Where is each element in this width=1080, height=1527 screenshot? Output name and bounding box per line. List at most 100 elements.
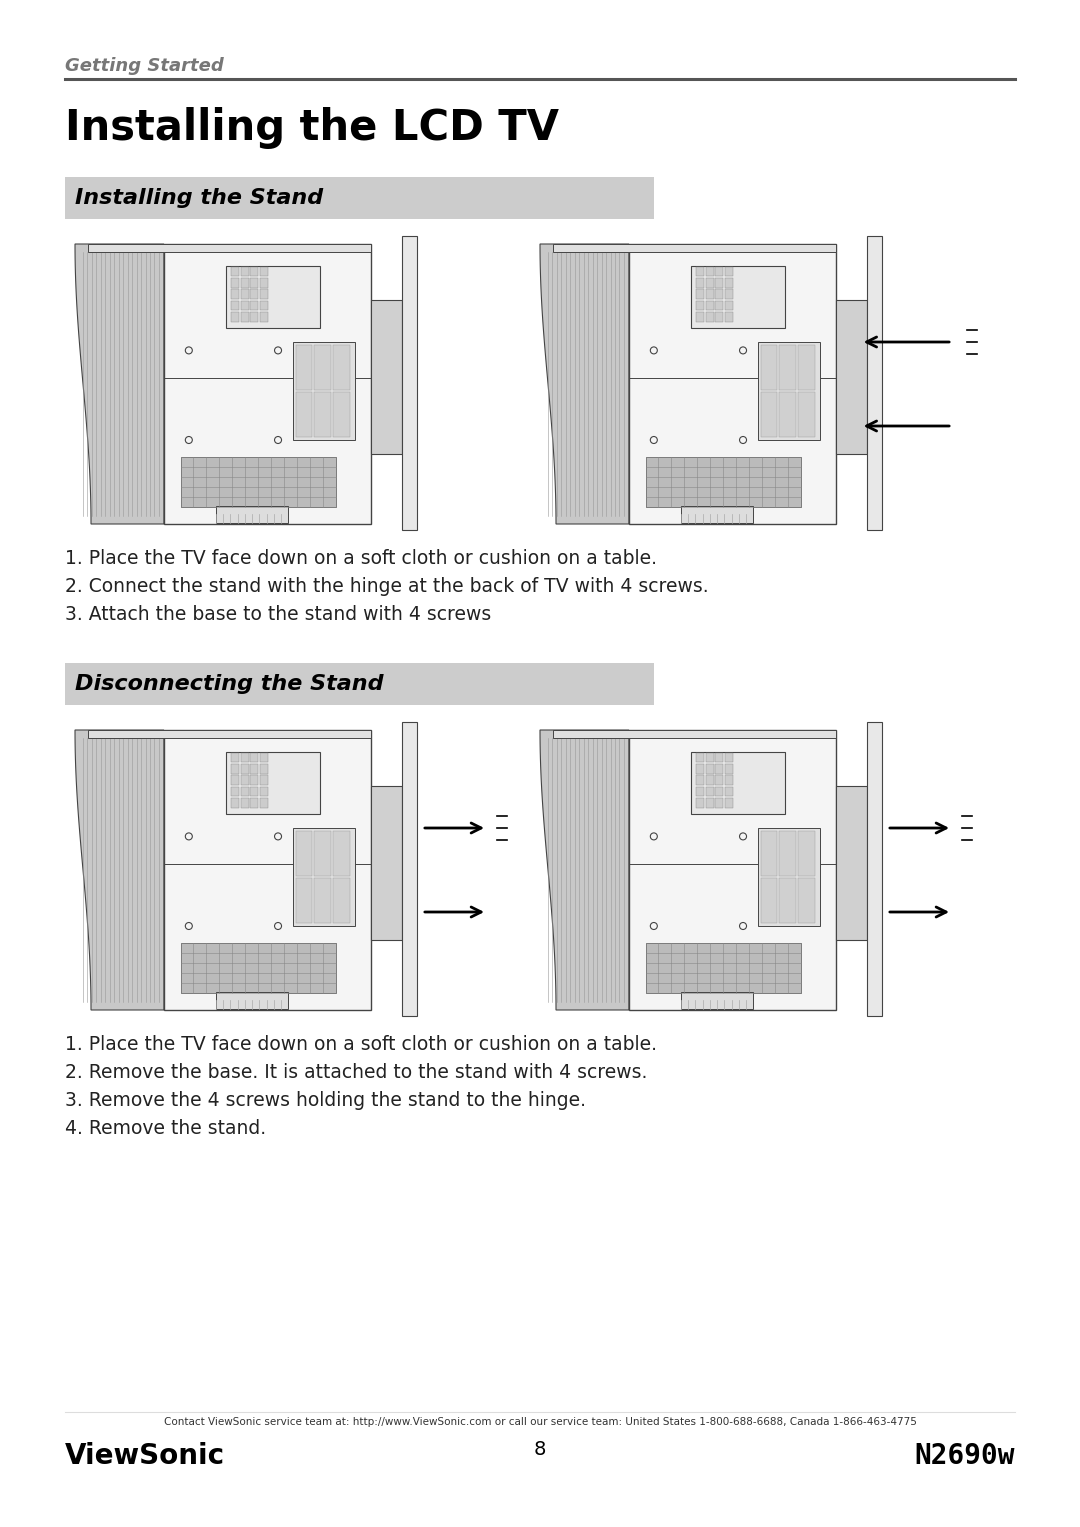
Bar bbox=[226, 753, 320, 814]
Bar bbox=[646, 457, 801, 507]
Bar bbox=[231, 786, 239, 797]
Bar bbox=[260, 312, 268, 322]
Text: Disconnecting the Stand: Disconnecting the Stand bbox=[75, 673, 383, 693]
Bar bbox=[251, 753, 258, 762]
Bar bbox=[553, 244, 836, 252]
Bar bbox=[757, 342, 820, 440]
Bar bbox=[705, 764, 714, 774]
Bar bbox=[691, 753, 784, 814]
Bar bbox=[333, 878, 350, 922]
Bar bbox=[296, 831, 312, 876]
Bar bbox=[715, 799, 724, 808]
Bar bbox=[164, 730, 372, 1009]
Bar bbox=[725, 776, 733, 785]
Bar bbox=[251, 289, 258, 299]
Bar bbox=[65, 177, 654, 218]
Bar bbox=[296, 345, 312, 389]
Bar bbox=[333, 392, 350, 437]
Text: Installing the LCD TV: Installing the LCD TV bbox=[65, 107, 559, 150]
Bar bbox=[164, 244, 372, 524]
Bar bbox=[314, 392, 332, 437]
Bar bbox=[180, 942, 336, 993]
Bar bbox=[226, 266, 320, 328]
Bar bbox=[705, 799, 714, 808]
Bar bbox=[705, 278, 714, 287]
Bar bbox=[260, 267, 268, 276]
Bar bbox=[867, 235, 882, 530]
Polygon shape bbox=[540, 244, 629, 524]
Bar bbox=[696, 312, 704, 322]
Bar bbox=[696, 799, 704, 808]
Bar bbox=[705, 776, 714, 785]
Bar bbox=[798, 392, 814, 437]
Bar bbox=[696, 786, 704, 797]
Bar bbox=[231, 289, 239, 299]
Bar bbox=[715, 267, 724, 276]
Bar bbox=[372, 299, 402, 454]
Text: 2. Remove the base. It is attached to the stand with 4 screws.: 2. Remove the base. It is attached to th… bbox=[65, 1063, 647, 1083]
Bar bbox=[260, 776, 268, 785]
Bar bbox=[725, 786, 733, 797]
Bar bbox=[314, 345, 332, 389]
Bar bbox=[314, 831, 332, 876]
Bar bbox=[798, 345, 814, 389]
Bar bbox=[260, 301, 268, 310]
Bar bbox=[251, 786, 258, 797]
Bar bbox=[798, 878, 814, 922]
Text: ViewSonic: ViewSonic bbox=[65, 1441, 225, 1471]
Bar bbox=[216, 993, 288, 1009]
Bar bbox=[89, 244, 372, 252]
Bar bbox=[696, 301, 704, 310]
Bar bbox=[725, 764, 733, 774]
Bar bbox=[251, 764, 258, 774]
Text: 1. Place the TV face down on a soft cloth or cushion on a table.: 1. Place the TV face down on a soft clot… bbox=[65, 550, 657, 568]
Bar bbox=[715, 312, 724, 322]
Bar bbox=[251, 799, 258, 808]
Bar bbox=[760, 878, 778, 922]
Bar bbox=[402, 235, 417, 530]
Bar bbox=[780, 345, 796, 389]
Bar bbox=[231, 753, 239, 762]
Bar bbox=[65, 663, 654, 705]
Bar bbox=[725, 301, 733, 310]
Bar bbox=[780, 831, 796, 876]
Bar bbox=[725, 312, 733, 322]
Bar bbox=[231, 278, 239, 287]
Bar bbox=[333, 831, 350, 876]
Bar bbox=[553, 730, 836, 739]
Bar bbox=[715, 301, 724, 310]
Bar bbox=[231, 764, 239, 774]
Bar bbox=[296, 392, 312, 437]
Bar bbox=[757, 828, 820, 925]
Bar bbox=[798, 831, 814, 876]
Bar bbox=[696, 267, 704, 276]
Polygon shape bbox=[75, 730, 164, 1009]
Bar bbox=[696, 278, 704, 287]
Bar bbox=[705, 753, 714, 762]
Bar bbox=[680, 505, 754, 522]
Text: 8: 8 bbox=[534, 1440, 546, 1458]
Bar bbox=[760, 345, 778, 389]
Bar bbox=[715, 776, 724, 785]
Bar bbox=[836, 299, 867, 454]
Text: 2. Connect the stand with the hinge at the back of TV with 4 screws.: 2. Connect the stand with the hinge at t… bbox=[65, 577, 708, 596]
Bar bbox=[715, 278, 724, 287]
Bar bbox=[251, 776, 258, 785]
Polygon shape bbox=[75, 244, 164, 524]
Bar bbox=[251, 312, 258, 322]
Bar bbox=[231, 799, 239, 808]
Bar bbox=[402, 722, 417, 1015]
Bar bbox=[231, 267, 239, 276]
Bar bbox=[691, 266, 784, 328]
Bar bbox=[251, 267, 258, 276]
Bar bbox=[780, 878, 796, 922]
Bar bbox=[216, 505, 288, 522]
Bar bbox=[646, 942, 801, 993]
Bar bbox=[705, 301, 714, 310]
Bar bbox=[867, 722, 882, 1015]
Bar bbox=[705, 289, 714, 299]
Text: Installing the Stand: Installing the Stand bbox=[75, 188, 323, 208]
Text: 4. Remove the stand.: 4. Remove the stand. bbox=[65, 1119, 266, 1138]
Bar bbox=[725, 267, 733, 276]
Bar bbox=[725, 799, 733, 808]
